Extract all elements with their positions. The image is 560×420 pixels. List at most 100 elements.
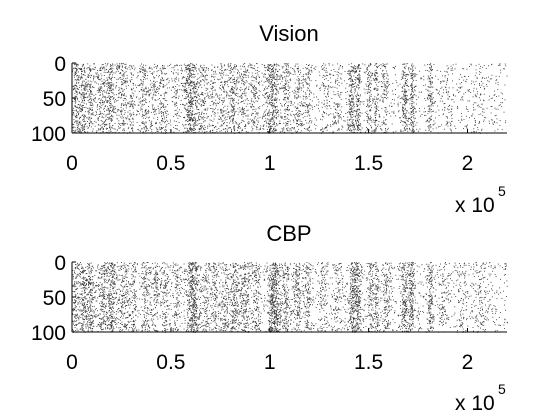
spike-dot [298, 71, 299, 73]
spike-dot [310, 105, 312, 107]
spike-dot [230, 120, 232, 122]
spike-dot [88, 116, 90, 118]
spike-dot [101, 113, 103, 114]
spike-dot [272, 95, 274, 97]
spike-dot [97, 76, 99, 78]
spike-dot [337, 75, 339, 77]
spike-dot [90, 74, 92, 76]
spike-dot [296, 119, 298, 121]
spike-dot [299, 113, 301, 114]
spike-dot [88, 84, 90, 86]
spike-dot [370, 115, 371, 117]
spike-dot [185, 83, 187, 85]
spike-dot [303, 86, 305, 88]
spike-dot [296, 120, 298, 122]
spike-dot [227, 127, 229, 129]
spike-dot [263, 81, 265, 83]
spike-dot [211, 76, 213, 78]
spike-dot [141, 66, 143, 68]
spike-dot [221, 125, 223, 127]
spike-dot [349, 111, 351, 113]
spike-dot [191, 81, 193, 83]
spike-dot [233, 125, 235, 127]
spike-dot [86, 92, 87, 94]
spike-dot [353, 107, 355, 109]
spike-dot [296, 97, 298, 99]
spike-dot [101, 80, 103, 82]
spike-dot [368, 85, 369, 87]
spike-dot [129, 110, 131, 112]
spike-dot [143, 88, 145, 90]
spike-dot [287, 110, 289, 112]
spike-dot [146, 128, 148, 130]
spike-dot [255, 69, 257, 71]
spike-dot [121, 115, 123, 117]
spike-dot [254, 110, 256, 112]
spike-dot [118, 109, 120, 111]
spike-dot [161, 70, 163, 72]
spike-dot [191, 127, 193, 129]
spike-dot [375, 129, 377, 131]
spike-dot [202, 102, 204, 104]
spike-dot [350, 80, 351, 82]
spike-dot [106, 128, 108, 130]
spike-dot [189, 64, 191, 66]
spike-dot [184, 90, 185, 91]
spike-dot [255, 100, 257, 102]
spike-dot [349, 84, 350, 86]
spike-dot [401, 96, 403, 98]
spike-dot [73, 85, 75, 87]
spike-dot [156, 81, 158, 83]
spike-dot [306, 105, 308, 107]
spike-dot [162, 80, 164, 82]
spike-dot [306, 115, 308, 117]
spike-dot [240, 122, 242, 123]
spike-dot [365, 131, 366, 133]
spike-dot [348, 103, 350, 105]
spike-dot [369, 87, 371, 88]
spike-dot [300, 103, 302, 105]
spike-dot [237, 73, 239, 75]
spike-dot [73, 126, 75, 128]
spike-dot [155, 123, 157, 124]
spike-dot [161, 121, 163, 123]
spike-dot [144, 98, 146, 100]
spike-dot [355, 122, 357, 124]
spike-dot [383, 93, 385, 95]
spike-dot [200, 80, 202, 82]
spike-dot [186, 128, 188, 130]
spike-dot [111, 106, 113, 108]
spike-dot [92, 114, 94, 116]
spike-dot [354, 82, 356, 84]
spike-dot [350, 101, 352, 103]
spike-dot [221, 76, 223, 78]
spike-dot [101, 120, 103, 122]
spike-dot [134, 84, 136, 86]
spike-dot [333, 116, 335, 118]
spike-dot [374, 96, 376, 98]
spike-dot [74, 98, 76, 100]
spike-dot [200, 94, 202, 96]
spike-dot [273, 123, 275, 125]
spike-dot [269, 75, 271, 77]
spike-dot [165, 113, 167, 115]
spike-dot [359, 83, 361, 84]
spike-dot [357, 110, 359, 112]
spike-dot [284, 83, 286, 85]
spike-dot [337, 83, 338, 85]
spike-dot [328, 85, 330, 87]
spike-dot [295, 130, 297, 132]
spike-dot [250, 107, 252, 109]
spike-dot [347, 128, 349, 130]
spike-dot [97, 124, 99, 126]
spike-dot [245, 99, 247, 101]
spike-dot [155, 99, 157, 101]
spike-dot [75, 74, 77, 75]
spike-dot [160, 124, 162, 126]
spike-dot [101, 124, 103, 126]
spike-dot [75, 84, 76, 86]
spike-dot [236, 82, 238, 84]
spike-dot [188, 82, 190, 84]
spike-dot [210, 108, 212, 109]
spike-dot [83, 121, 85, 123]
